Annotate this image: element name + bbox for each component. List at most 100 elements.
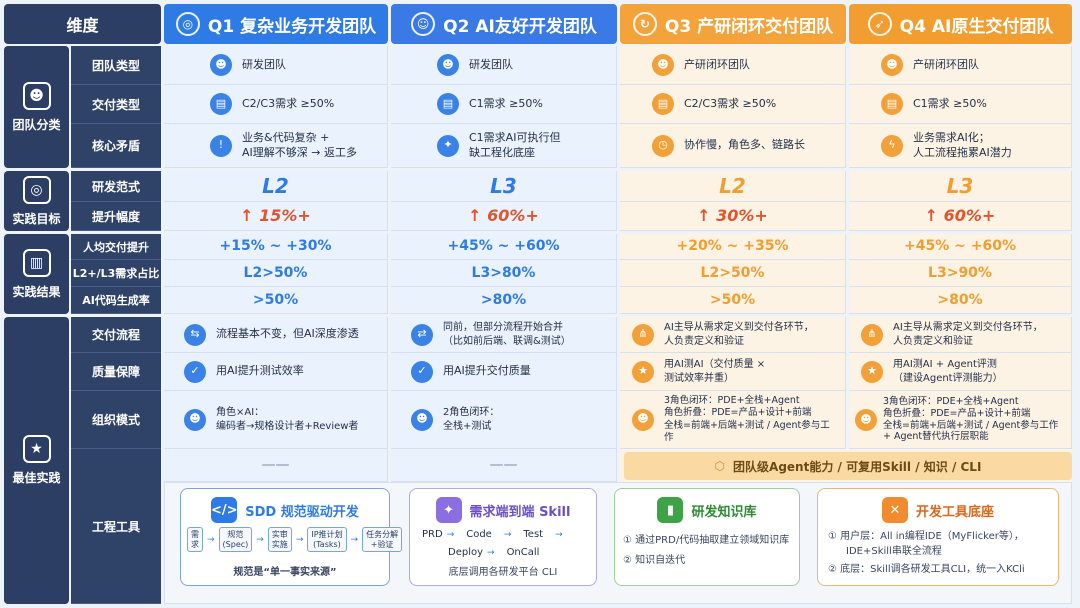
dev-line1: ① 用户层：All in编程IDE（MyFlicker等）， — [828, 531, 1024, 542]
dim-per-capita: 人均交付提升 — [71, 234, 161, 260]
shield-star-icon: ★ — [632, 360, 654, 383]
cell-tools-q2-dash: —— — [391, 449, 617, 482]
dim-org: 组织模式 — [71, 391, 161, 449]
shield-check-icon: ✓ — [411, 360, 433, 383]
header-q1-label: Q1 复杂业务开发团队 — [207, 16, 377, 37]
cube-icon: ⬡ — [714, 459, 726, 473]
category-goal: ◎ 实践目标 — [4, 171, 69, 231]
header-q1: ◎ Q1 复杂业务开发团队 — [164, 4, 388, 44]
cell-percapita-q3: +20% ~ +35% — [620, 234, 846, 260]
cell-l2l3-q4: L3>90% — [849, 260, 1072, 287]
dev-line1b: IDE+Skill串联全流程 — [846, 546, 942, 557]
lightning-icon: ϟ — [881, 134, 903, 157]
clock-icon: ◷ — [652, 134, 674, 157]
cell-org-q2: ☻ 2角色闭环： 全栈+测试 — [391, 391, 617, 449]
cell-process-q2: ⇄ 同前，但部分流程开始合并 （比如前后端、联调&测试） — [391, 317, 617, 353]
dim-core-conflict: 核心矛盾 — [71, 124, 161, 168]
cell-team-type-q3: ☻ 产研闭环团队 — [620, 46, 846, 85]
people-icon: ☻ — [632, 408, 654, 431]
kb-line2: ② 知识自迭代 — [623, 555, 686, 566]
dim-paradigm: 研发范式 — [71, 171, 161, 202]
card-kb-title: ▮ 研发知识库 — [615, 497, 799, 523]
sdd-step: 规范 (Spec) — [218, 527, 253, 553]
cell-l2l3-q3: L2>50% — [620, 260, 846, 287]
people-icon: ☻ — [652, 54, 674, 76]
cell-percapita-q2: +45% ~ +60% — [391, 234, 617, 260]
kb-line1: ① 通过PRD/代码抽取建立领域知识库 — [623, 535, 790, 546]
agent-capability-banner: ⬡ 团队级Agent能力 / 可复用Skill / 知识 / CLI — [624, 452, 1072, 480]
card-devtools: ✕ 开发工具底座 ① 用户层：All in编程IDE（MyFlicker等）， I… — [817, 488, 1059, 586]
people-icon: ☻ — [210, 54, 232, 76]
card-kb: ▮ 研发知识库 ① 通过PRD/代码抽取建立领域知识库 ② 知识自迭代 — [614, 488, 800, 586]
dev-line2: ② 底层：Skill调各研发工具CLI，统一入KCli — [828, 564, 1025, 575]
dim-uplift: 提升幅度 — [71, 202, 161, 231]
people-icon: ☻ — [437, 54, 459, 76]
dim-quality: 质量保障 — [71, 353, 161, 391]
cell-delivery-q2: ▤ C1需求 ≥50% — [391, 85, 617, 124]
cell-team-type-q1: ☻ 研发团队 — [164, 46, 388, 85]
rocket-icon: ➶ — [867, 12, 892, 36]
skill-foot: 底层调用各研发平台 CLI — [448, 567, 558, 578]
cell-delivery-q3: ▤ C2/C3需求 ≥50% — [620, 85, 846, 124]
cell-aicode-q3: >50% — [620, 287, 846, 314]
dim-ai-code: AI代码生成率 — [71, 287, 161, 314]
book-icon: ▮ — [657, 497, 684, 523]
header-q4-label: Q4 AI原生交付团队 — [899, 16, 1054, 37]
dim-delivery-type: 交付类型 — [71, 85, 161, 124]
star-icon: ★ — [22, 435, 51, 463]
cell-delivery-q4: ▤ C1需求 ≥50% — [849, 85, 1072, 124]
sdd-step: 需求 — [187, 527, 203, 553]
cell-aicode-q1: >50% — [164, 287, 388, 314]
sdd-flow: 需求 → 规范 (Spec) → 实审 实施 → IP推计划 (Tasks) → 任务分… — [187, 527, 403, 553]
cell-uplift-q1: ↑ 15%+ — [164, 202, 388, 231]
skill-step: Test — [523, 529, 544, 540]
cell-process-q3: ⋔ AI主导从需求定义到交付各环节， 人负责定义和验证 — [620, 317, 846, 353]
dim-tools: 工程工具 — [71, 449, 161, 604]
cell-quality-q1: ✓ 用AI提升测试效率 — [164, 353, 388, 391]
skill-step: OnCall — [506, 547, 540, 558]
cell-process-q1: ⇆ 流程基本不变，但AI深度渗透 — [164, 317, 388, 353]
card-skill: ✦ 需求端到端 Skill PRD → Code → Test → Deploy → On… — [409, 488, 597, 586]
sdd-foot: 规范是“单一事实来源” — [233, 567, 337, 578]
header-q4: ➶ Q4 AI原生交付团队 — [849, 4, 1072, 44]
header-q3-label: Q3 产研闭环交付团队 — [664, 16, 834, 37]
lightbulb-icon: ✦ — [437, 134, 459, 157]
dim-process: 交付流程 — [71, 317, 161, 353]
document-icon: ▤ — [652, 93, 674, 115]
cell-conflict-q3: ◷ 协作慢，角色多、链路长 — [620, 124, 846, 168]
category-best: ★ 最佳实践 — [4, 317, 69, 604]
document-icon: ▤ — [881, 93, 903, 115]
card-skill-title: ✦ 需求端到端 Skill — [410, 497, 596, 523]
cell-org-q1: ☻ 角色×AI： 编码者→规格设计者+Review者 — [164, 391, 388, 449]
skill-flow-row1: PRD → Code → Test → — [422, 529, 563, 540]
dim-team-type: 团队类型 — [71, 46, 161, 85]
cell-org-q4: ☻ 3角色闭环：PDE+全栈+Agent 角色折叠：PDE=产品+设计+前端 全栈=前… — [849, 391, 1072, 449]
skill-flow-row2: Deploy → OnCall — [448, 547, 540, 558]
cell-conflict-q2: ✦ C1需求AI可执行但 缺工程化底座 — [391, 124, 617, 168]
cell-conflict-q1: ! 业务&代码复杂 + AI理解不够深 → 返工多 — [164, 124, 388, 168]
cell-quality-q2: ✓ 用AI提升交付质量 — [391, 353, 617, 391]
card-sdd-title: </> SDD 规范驱动开发 — [181, 497, 389, 523]
cell-tools-q1-dash: —— — [164, 449, 388, 482]
cell-uplift-q4: ↑ 60%+ — [849, 202, 1072, 231]
target-icon: ◎ — [175, 12, 200, 36]
card-sdd: </> SDD 规范驱动开发 需求 → 规范 (Spec) → 实审 实施 → IP推计… — [180, 488, 403, 586]
network-icon: ⋔ — [861, 323, 883, 346]
people-icon: ☻ — [184, 408, 206, 431]
people-icon: ☻ — [855, 408, 877, 431]
team-icon: ☻ — [22, 81, 51, 110]
sdd-step: 任务分解 +验证 — [362, 527, 403, 553]
cell-paradigm-q3: L2 — [620, 171, 846, 202]
cell-paradigm-q1: L2 — [164, 171, 388, 202]
header-q2-label: Q2 AI友好开发团队 — [443, 16, 597, 37]
cell-team-type-q4: ☻ 产研闭环团队 — [849, 46, 1072, 85]
magic-wand-icon: ✦ — [435, 497, 462, 523]
dim-l2l3: L2+/L3需求占比 — [71, 260, 161, 287]
shield-star-icon: ★ — [861, 360, 883, 383]
merge-icon: ⇄ — [411, 323, 433, 346]
cell-process-q4: ⋔ AI主导从需求定义到交付各环节， 人负责定义和验证 — [849, 317, 1072, 353]
shield-check-icon: ✓ — [184, 360, 206, 383]
cell-team-type-q2: ☻ 研发团队 — [391, 46, 617, 85]
flow-icon: ⇆ — [184, 323, 206, 346]
people-icon: ☻ — [411, 408, 433, 431]
